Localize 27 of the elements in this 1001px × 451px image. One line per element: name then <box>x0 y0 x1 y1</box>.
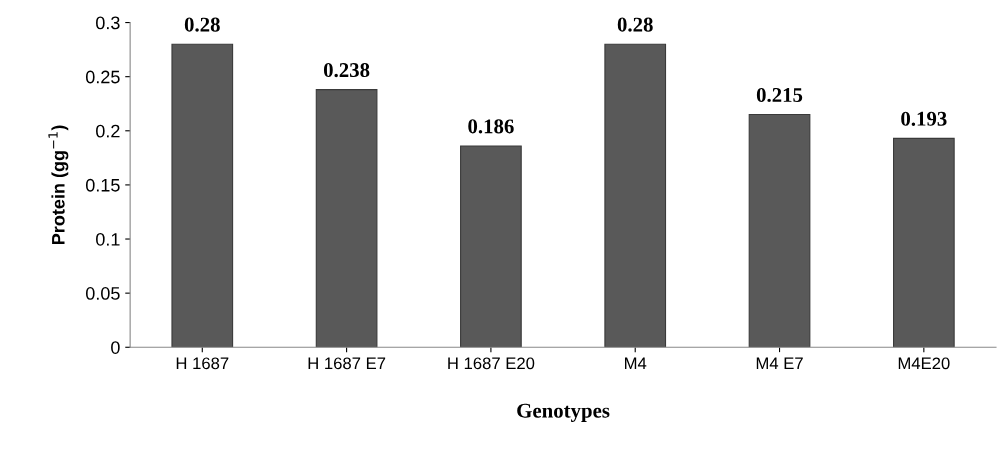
x-tick-label: M4E20 <box>898 357 950 370</box>
bar <box>892 137 955 348</box>
x-tick-label: H 1687 E20 <box>448 357 535 370</box>
bar <box>315 89 378 348</box>
data-label: 0.238 <box>323 63 370 78</box>
x-axis-title: Genotypes <box>517 403 610 422</box>
y-tick-label: 0.05 <box>85 287 120 300</box>
bar <box>604 43 667 348</box>
y-tick-label: 0.25 <box>85 70 120 84</box>
y-tick-label: 0.3 <box>96 16 120 30</box>
data-label: 0.28 <box>184 17 220 32</box>
y-tick-label: 0 <box>111 341 120 354</box>
bar <box>171 43 234 348</box>
bar <box>460 145 522 348</box>
y-tick-label: 0.2 <box>96 124 120 138</box>
x-tick-label: M4 <box>625 357 647 370</box>
y-tick-label: 0.15 <box>85 178 120 192</box>
x-tick-label: M4 E7 <box>756 357 803 370</box>
data-label: 0.215 <box>756 87 803 103</box>
data-label: 0.193 <box>901 111 947 126</box>
x-tick-label: H 1687 <box>176 357 229 370</box>
data-label: 0.28 <box>617 17 653 32</box>
data-label: 0.186 <box>468 119 514 134</box>
y-axis-title: Protein (gg$^{−1}$) <box>48 125 69 245</box>
x-tick-label: H 1687 E7 <box>308 357 386 370</box>
bar <box>748 113 811 348</box>
y-tick-label: 0.1 <box>96 232 120 246</box>
